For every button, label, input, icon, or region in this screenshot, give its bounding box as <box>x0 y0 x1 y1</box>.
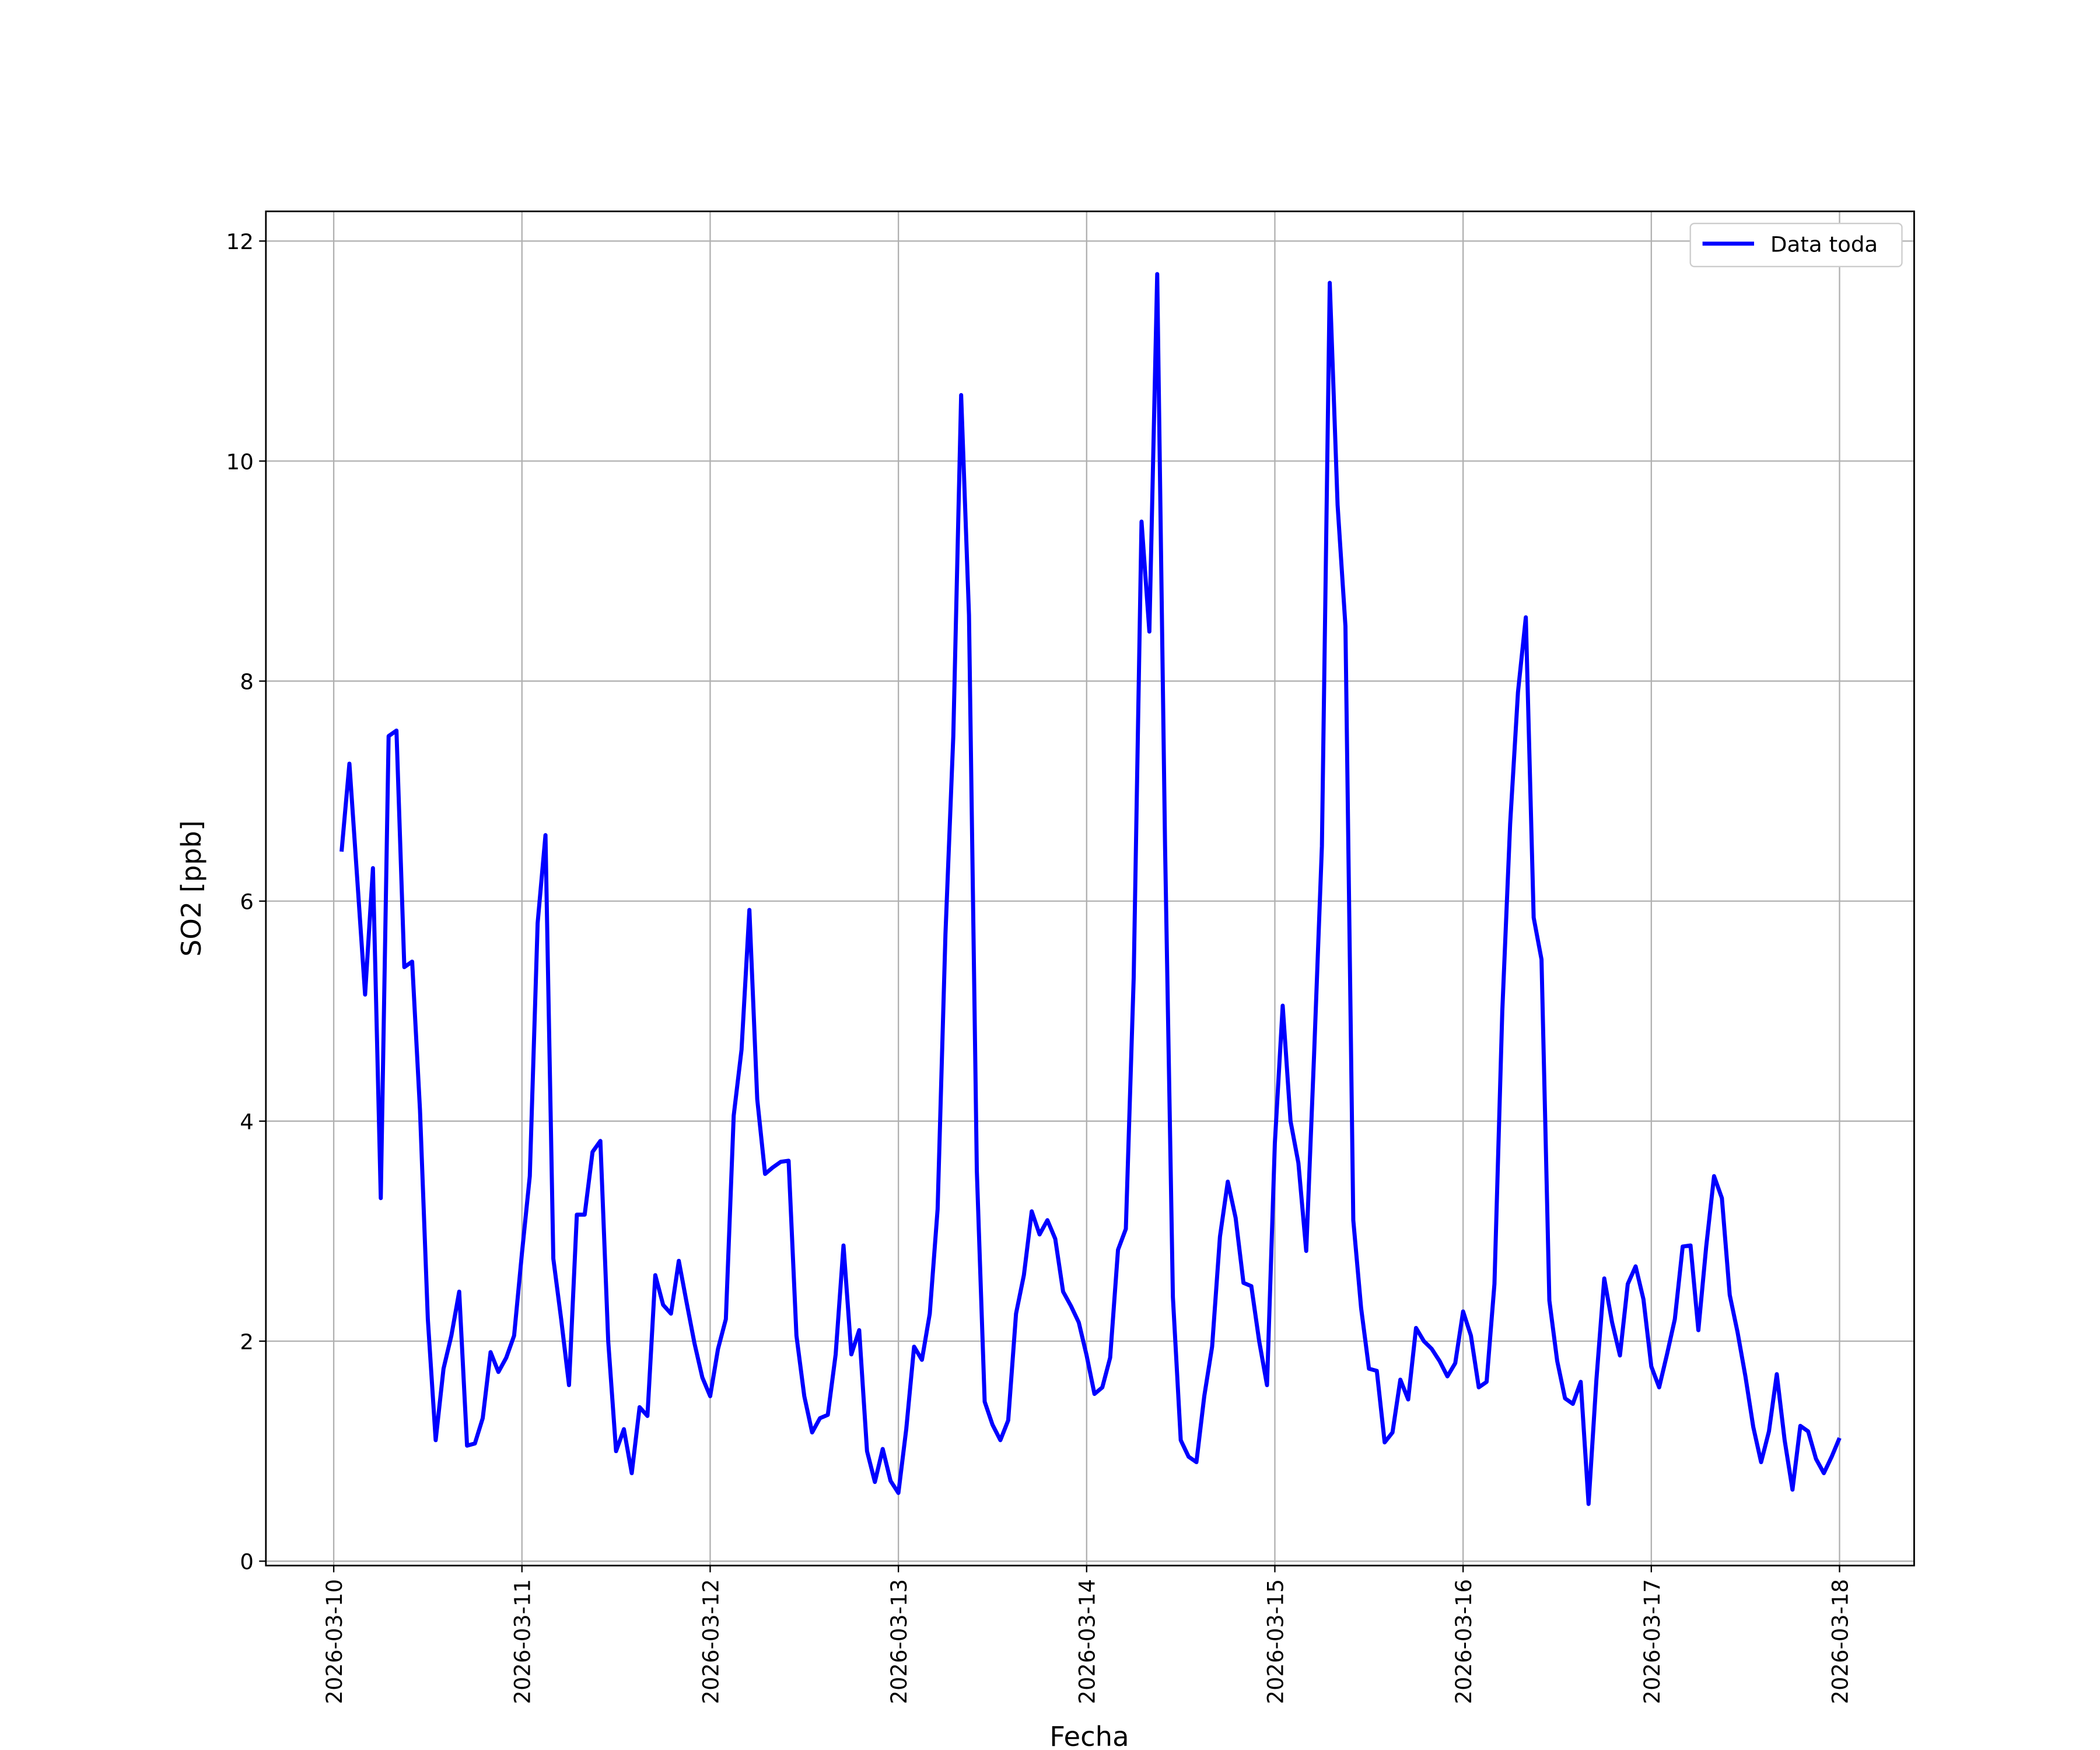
y-tick-label: 0 <box>240 1549 254 1574</box>
x-tick-label: 2026-03-11 <box>510 1579 536 1704</box>
x-tick-label: 2026-03-14 <box>1075 1579 1100 1704</box>
x-tick-label: 2026-03-18 <box>1828 1579 1853 1704</box>
y-tick-label: 4 <box>240 1110 254 1135</box>
legend-label: Data toda <box>1770 232 1878 257</box>
y-tick-label: 10 <box>226 449 254 474</box>
x-tick-label: 2026-03-13 <box>887 1579 912 1704</box>
x-axis-label: Fecha <box>1049 1721 1129 1750</box>
x-tick-label: 2026-03-12 <box>698 1579 723 1704</box>
y-tick-label: 12 <box>226 229 254 254</box>
plot-frame <box>265 210 1915 1567</box>
data-line <box>340 272 1842 1506</box>
x-tick-label: 2026-03-15 <box>1263 1579 1288 1704</box>
y-tick-label: 2 <box>240 1329 254 1354</box>
x-tick-label: 2026-03-16 <box>1451 1579 1476 1704</box>
x-tick-label: 2026-03-17 <box>1640 1579 1665 1704</box>
x-tick-label: 2026-03-10 <box>322 1579 347 1704</box>
y-tick-label: 8 <box>240 670 254 695</box>
y-tick-label: 6 <box>240 890 254 915</box>
legend-box <box>1689 222 1903 268</box>
y-axis-label: SO2 [ppb] <box>176 820 207 957</box>
